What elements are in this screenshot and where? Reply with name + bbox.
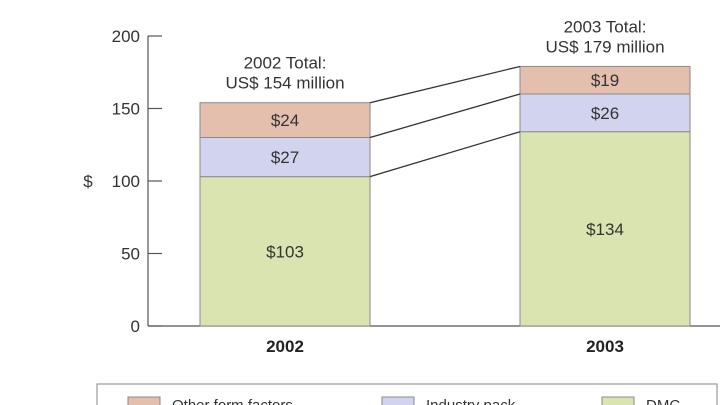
x-category-label: 2003	[586, 337, 624, 356]
connector-line	[369, 65, 521, 104]
y-tick-label: 150	[112, 100, 140, 119]
bar-segment	[519, 65, 691, 95]
total-label-line2: US$ 154 million	[225, 74, 344, 93]
data-label: $27	[271, 148, 299, 167]
y-tick-label: 200	[112, 27, 140, 46]
y-axis-label: $	[83, 172, 93, 191]
connector-line	[369, 93, 521, 139]
bar-segment	[519, 93, 691, 133]
bar-segment	[519, 131, 691, 327]
total-label-line1: 2002 Total:	[244, 54, 327, 73]
y-tick-label: 100	[112, 172, 140, 191]
y-tick-label: 50	[121, 245, 140, 264]
legend-swatch	[381, 396, 415, 405]
bar-segment	[199, 137, 371, 178]
legend-box	[96, 383, 718, 405]
legend-swatch	[601, 396, 635, 405]
legend-label: Other form factors	[172, 397, 293, 405]
legend-swatch	[127, 396, 161, 405]
legend-label: Industry pack	[426, 397, 516, 405]
bar-segment	[199, 176, 371, 327]
legend-label: DMC	[646, 397, 680, 405]
bar-segment	[199, 102, 371, 138]
connector-line	[369, 131, 521, 178]
data-label: $134	[586, 220, 624, 239]
data-label: $26	[591, 104, 619, 123]
x-category-label: 2002	[266, 337, 304, 356]
y-tick-label: 0	[131, 317, 140, 336]
data-label: $24	[271, 111, 299, 130]
data-label: $19	[591, 71, 619, 90]
total-label-line1: 2003 Total:	[564, 17, 647, 36]
total-label-line2: US$ 179 million	[545, 37, 664, 56]
data-label: $103	[266, 242, 304, 261]
